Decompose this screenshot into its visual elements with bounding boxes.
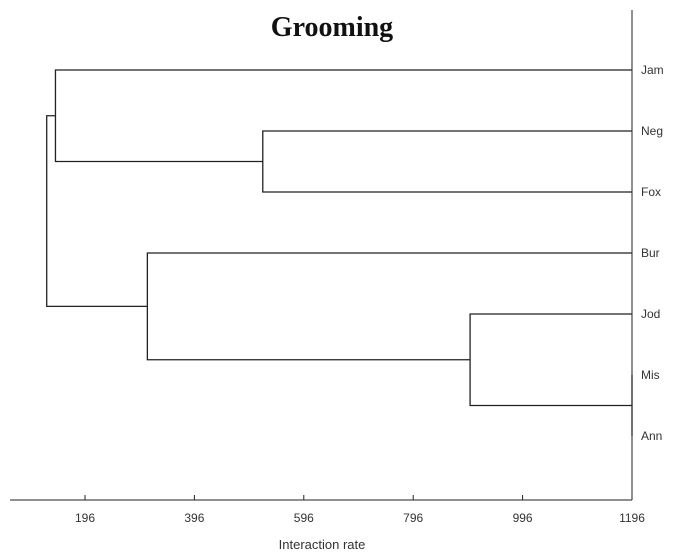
- x-tick-label: 1196: [619, 511, 645, 525]
- dendrogram-links: [46, 69, 633, 436]
- x-tick-label: 996: [513, 511, 533, 525]
- dendrogram-link: [46, 115, 148, 308]
- dendrogram-link: [262, 130, 632, 193]
- x-axis-ticks: 196 396 596 796 996 1196: [75, 495, 645, 525]
- x-axis-title: Interaction rate: [279, 537, 366, 552]
- dendrogram-link: [146, 252, 632, 361]
- dendrogram-link: [469, 313, 632, 407]
- leaf-label: Ann: [641, 429, 662, 443]
- leaf-label: Mis: [641, 368, 660, 382]
- leaf-label: Fox: [641, 185, 661, 199]
- leaf-label: Jod: [641, 307, 660, 321]
- x-tick-label: 596: [294, 511, 314, 525]
- leaf-label: Neg: [641, 124, 663, 138]
- dendrogram-link: [54, 69, 632, 163]
- x-tick-label: 796: [403, 511, 423, 525]
- leaf-label: Bur: [641, 246, 660, 260]
- leaf-label: Jam: [641, 63, 664, 77]
- chart-title: Grooming: [271, 12, 393, 43]
- leaf-labels: Jam Neg Fox Bur Jod Mis Ann: [641, 63, 664, 443]
- x-tick-label: 196: [75, 511, 95, 525]
- x-tick-label: 396: [184, 511, 204, 525]
